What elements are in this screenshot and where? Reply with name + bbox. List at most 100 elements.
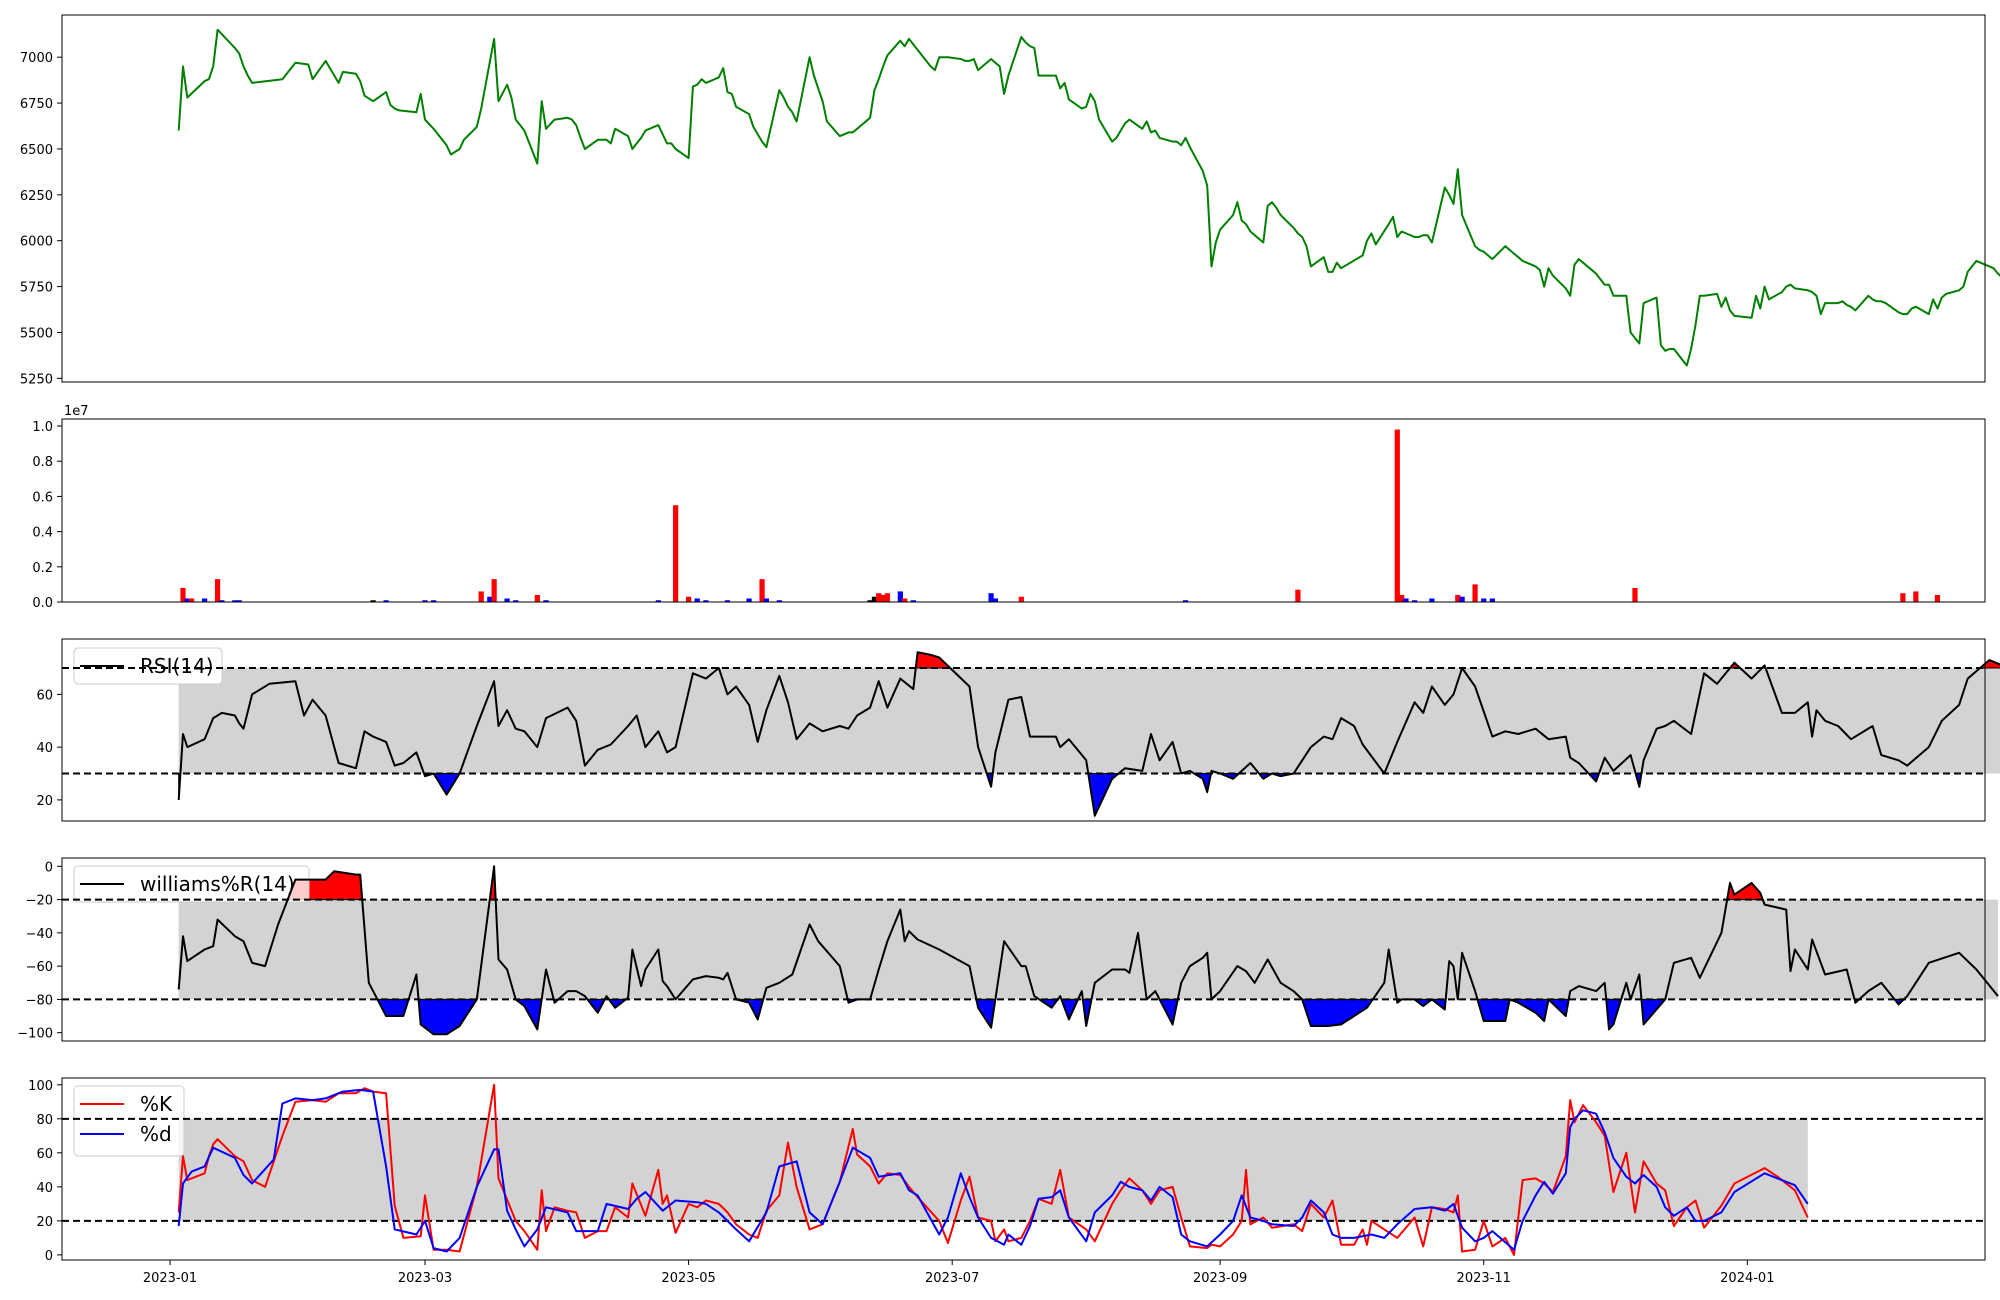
stochastic-y-tick-label: 0 [45,1249,53,1264]
williams-y-tick-label: −80 [26,993,53,1008]
stochastic-series-line [177,1088,1809,1253]
volume-bar [902,598,908,602]
volume-bar [1459,596,1465,602]
volume-bar [478,591,484,602]
volume-bar [867,600,873,602]
volume-bar [1913,591,1919,602]
williams-panel: williams%R(14) 0 −20 −40 −60 −80 −100 [17,857,1999,1042]
x-tick-label: 2023-11 [1457,1271,1511,1286]
volume-panel: 1e7 0.0 0.2 0.4 0.6 0.8 1.0 [32,404,1986,611]
price-y-tick-label: 5500 [20,326,53,341]
stochastic-legend: %K %d [73,1085,185,1157]
price-panel: 5250 5500 5750 6000 6250 6500 6750 7000 [20,14,2000,387]
volume-bar [219,600,225,602]
stochastic-y-tick-label: 100 [28,1079,53,1094]
volume-bar [776,600,782,602]
stochastic-y-tick-label: 80 [36,1113,53,1128]
price-y-tick-label: 5750 [20,281,53,296]
williams-legend: williams%R(14) [73,865,310,903]
volume-bar [685,596,692,602]
volume-bar [703,600,709,602]
volume-bar [513,600,519,602]
volume-bar [1295,589,1301,602]
volume-bar [232,600,238,602]
volume-bar [746,598,752,602]
rsi-frame [61,638,1986,822]
williams-band-fill [178,899,1998,1000]
volume-bar [1481,598,1487,602]
volume-y-tick-label: 0.4 [32,526,53,541]
volume-bar [487,596,493,602]
volume-bar [180,587,186,602]
legend-box [73,647,223,685]
volume-bar [655,600,661,602]
volume-y-tick-label: 0.2 [32,561,53,576]
volume-bar [673,505,679,602]
x-tick-label: 2023-05 [661,1271,715,1286]
volume-bar [876,593,882,602]
x-tick-label: 2023-09 [1193,1271,1247,1286]
williams-y-tick-label: −20 [26,894,53,909]
volume-bar [189,598,195,602]
price-y-tick-label: 6250 [20,189,53,204]
volume-bar [897,591,903,602]
rsi-y-tick-label: 60 [36,688,53,703]
volume-bar [910,600,916,602]
volume-bar [763,598,769,602]
volume-bar [759,579,765,602]
price-frame [61,14,1986,383]
volume-bar [1455,594,1461,602]
volume-bar [1632,587,1638,602]
volume-bar [694,598,700,602]
price-y-tick-label: 6000 [20,235,53,250]
stochastic-y-tick-label: 60 [36,1147,53,1162]
volume-bar [370,600,376,602]
volume-bar [1472,584,1478,602]
rsi-legend: RSI(14) [73,647,223,685]
stochastic-y-tick-label: 40 [36,1181,53,1196]
williams-y-tick-label: −60 [26,960,53,975]
volume-bar [236,600,242,602]
volume-bar [884,593,890,602]
volume-bar [1018,596,1024,602]
williams-legend-label: williams%R(14) [140,872,295,896]
stochastic-series-line [177,1083,1809,1256]
rsi-y-tick-label: 20 [36,794,53,809]
x-tick-label: 2023-01 [143,1271,197,1286]
stochastic-band-fill [178,1118,1808,1221]
stochastic-panel: %K %d 0 20 40 60 80 100 2023-01 2023-03 2023-05 2… [28,1077,1986,1286]
volume-bar [992,598,999,602]
williams-series-line [177,865,1999,1036]
volume-offset-label: 1e7 [64,404,89,419]
volume-y-tick-label: 0.6 [32,490,53,505]
volume-bar [1934,594,1941,602]
volume-bar [491,579,497,602]
volume-bar [871,596,878,602]
volume-bar [1429,598,1435,602]
volume-y-tick-label: 0.8 [32,455,53,470]
volume-bar [1900,593,1906,602]
volume-bar [422,600,428,602]
legend-box [73,865,310,903]
volume-bar [1394,429,1400,602]
volume-bar [202,598,208,602]
volume-bar [724,600,731,602]
volume-bar [431,600,437,602]
volume-bar [988,593,994,602]
volume-bar [534,594,540,602]
williams-y-tick-label: −40 [26,927,53,942]
volume-y-tick-label: 0.0 [32,596,53,611]
stochastic-y-tick-label: 20 [36,1215,53,1230]
rsi-y-tick-label: 40 [36,741,53,756]
williams-y-tick-label: −100 [17,1027,53,1042]
rsi-band-fill [178,668,2000,774]
volume-bar [184,598,190,602]
volume-bar [1403,598,1409,602]
williams-y-tick-label: 0 [45,860,53,875]
rsi-panel: RSI(14) 20 40 60 [36,638,2000,822]
price-y-tick-label: 7000 [20,51,53,66]
rsi-legend-label: RSI(14) [140,654,214,678]
price-y-tick-label: 5250 [20,372,53,387]
x-tick-label: 2024-01 [1720,1271,1774,1286]
